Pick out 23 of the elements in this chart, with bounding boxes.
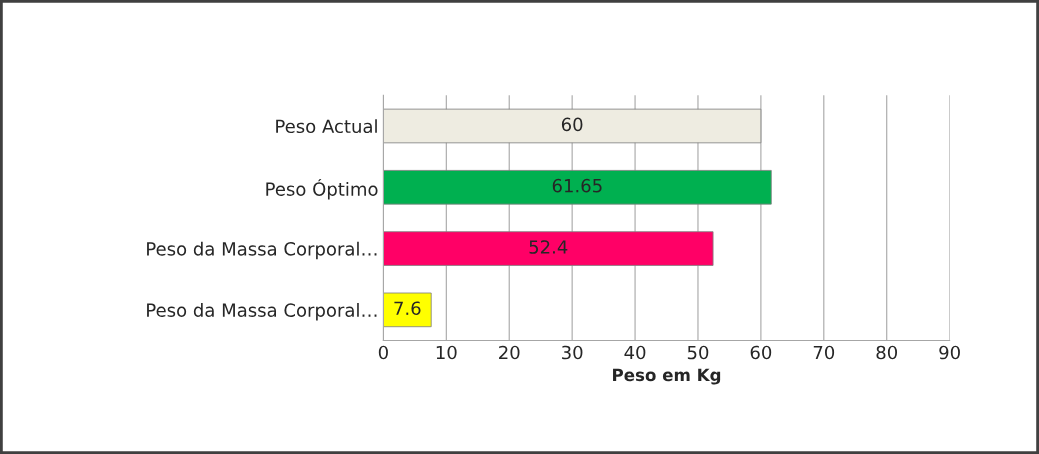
y-tick-label: Peso Actual (276, 119, 377, 134)
bar (383, 231, 714, 266)
data-label: 7.6 (394, 301, 421, 316)
bar (383, 170, 772, 205)
y-tick-label: Peso da Massa Corporal… (147, 241, 377, 260)
x-tick-label: 30 (562, 345, 583, 360)
x-tick-label: 10 (436, 345, 457, 360)
x-tick-label: 50 (687, 345, 709, 360)
data-label: 52.4 (529, 240, 568, 254)
bar (383, 108, 762, 144)
x-tick-label: 60 (750, 345, 772, 360)
x-tick-label: 90 (939, 345, 960, 360)
x-tick-label: 80 (876, 345, 898, 360)
y-tick-label: Peso Óptimo (266, 178, 378, 200)
x-tick-label: 0 (378, 345, 388, 360)
x-tick-label: 70 (813, 345, 835, 360)
data-label: 60 (561, 117, 583, 132)
y-tick-label: Peso da Massa Corporal… (147, 303, 377, 321)
x-tick-label: 20 (499, 345, 520, 360)
x-axis-title: Peso em Kg (613, 368, 721, 385)
data-label: 61.65 (552, 178, 602, 193)
bar (383, 292, 432, 328)
x-tick-label: 40 (624, 345, 646, 360)
